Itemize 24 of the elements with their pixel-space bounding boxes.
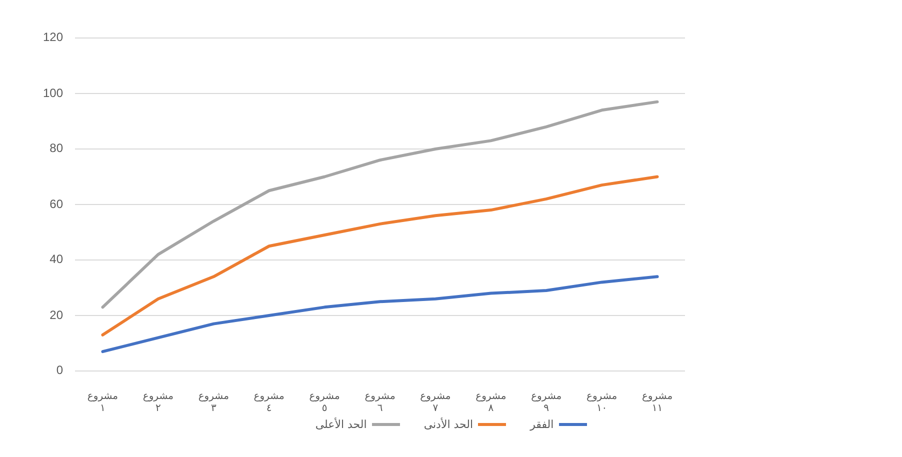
- x-tick-label: مشروع ١٠: [586, 391, 618, 415]
- x-tick-label: مشروع ٥: [308, 391, 341, 415]
- x-tick-label: مشروع ١١: [640, 391, 674, 415]
- x-tick-label: مشروع ٨: [474, 391, 508, 415]
- y-tick-label: 0: [55, 363, 63, 377]
- legend-label: الحد الأدنى: [424, 418, 474, 431]
- line-series: [101, 100, 659, 309]
- y-tick-label: 120: [42, 30, 63, 44]
- x-tick-label: مشروع ٢: [142, 391, 174, 415]
- y-tick-label: 80: [48, 141, 63, 155]
- x-tick-label: مشروع ٦: [364, 391, 396, 415]
- x-tick-label: مشروع ١: [86, 391, 120, 415]
- x-tick-label: مشروع ٣: [197, 391, 230, 415]
- y-tick-label: 40: [48, 252, 63, 266]
- x-tick-label: مشروع ٤: [252, 391, 286, 415]
- legend-label: الفقر: [530, 418, 554, 431]
- legend-label: الحد الأعلى: [315, 418, 367, 431]
- line-series: [101, 175, 659, 336]
- x-tick-label: مشروع ٩: [530, 391, 563, 415]
- y-tick-label: 60: [48, 196, 63, 210]
- x-tick-label: مشروع ٧: [419, 391, 452, 415]
- line-series: [101, 275, 659, 354]
- y-tick-label: 100: [42, 86, 63, 100]
- y-tick-label: 20: [48, 308, 63, 322]
